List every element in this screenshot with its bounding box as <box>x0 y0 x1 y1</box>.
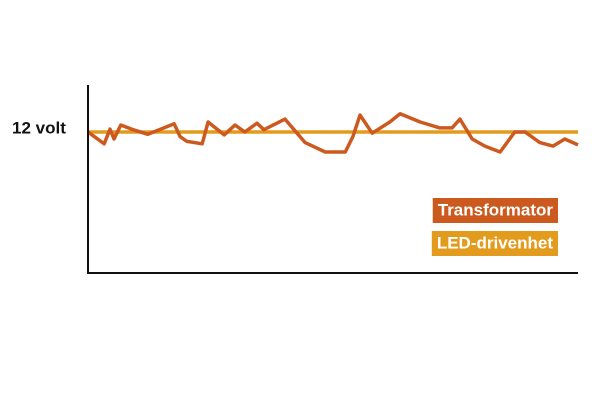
legend-swatch <box>431 231 558 256</box>
legend-label: Transformator <box>438 200 554 219</box>
y-tick-label: 12 volt <box>12 118 66 137</box>
line-series <box>86 112 579 154</box>
legend-label: LED-drivenhet <box>437 233 554 252</box>
legend-swatch <box>432 198 558 223</box>
